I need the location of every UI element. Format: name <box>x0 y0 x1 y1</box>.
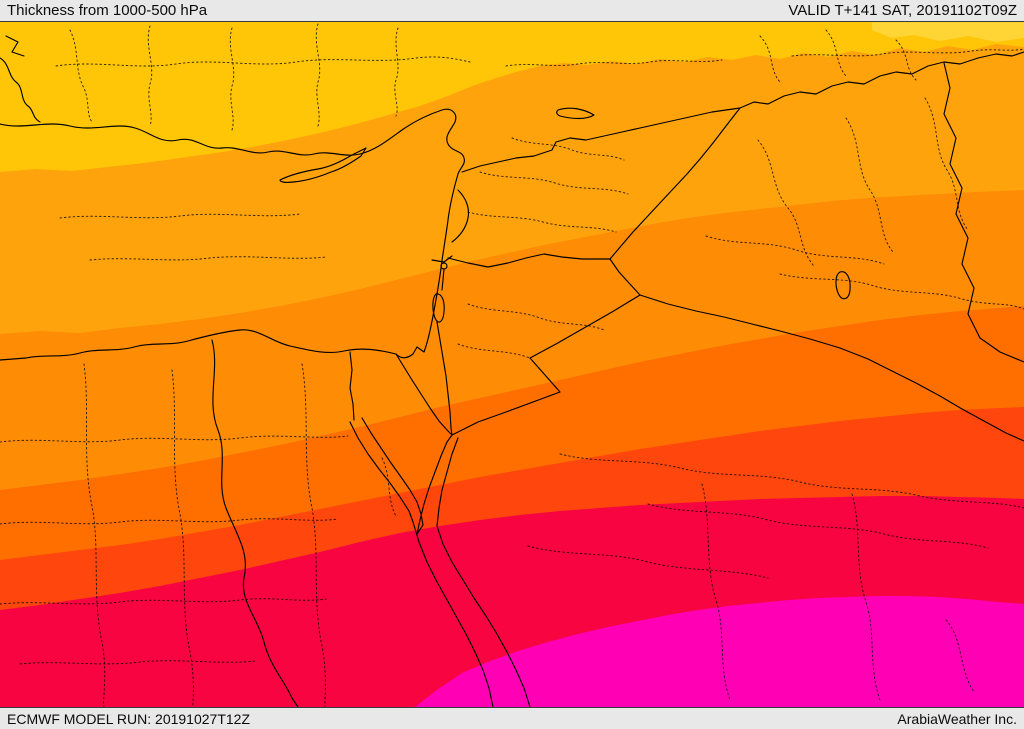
admin-boundary <box>89 256 327 261</box>
thickness-band-yellow-bright <box>872 22 1024 42</box>
admin-boundary <box>505 59 723 67</box>
admin-boundary <box>171 369 194 707</box>
iraq-saudi-border <box>639 294 1024 442</box>
saudi-red-sea-coast <box>436 437 531 707</box>
aegean-island-line <box>5 35 25 57</box>
admin-boundary <box>457 343 531 359</box>
country-borders-layer <box>0 35 1024 707</box>
admin-boundary <box>895 39 917 81</box>
admin-boundary <box>19 660 256 665</box>
admin-boundary <box>779 273 1024 310</box>
dead-sea-outline <box>432 293 445 323</box>
sinai-coastline <box>361 417 453 535</box>
admin-boundary <box>759 35 781 83</box>
admin-boundary <box>527 545 769 579</box>
admin-boundary <box>0 518 339 525</box>
iran-border-line <box>943 62 1024 363</box>
wadi-araba-border <box>436 321 453 436</box>
admin-boundary <box>381 457 397 517</box>
brand-label: ArabiaWeather Inc. <box>897 710 1017 727</box>
admin-boundary <box>467 303 605 331</box>
aegean-coast-line <box>0 57 41 123</box>
cyprus-coastline <box>279 147 367 183</box>
map-header: Thickness from 1000-500 hPa VALID T+141 … <box>0 0 1024 22</box>
egypt-israel-border <box>395 353 453 436</box>
admin-boundary <box>757 139 815 267</box>
israel-lebanon-border <box>431 255 453 263</box>
jordan-iraq-border <box>609 258 641 296</box>
admin-boundary <box>83 363 106 707</box>
egypt-red-sea-coast <box>349 421 494 707</box>
admin-boundary <box>705 235 885 265</box>
lake-tharthar-outline <box>835 271 851 300</box>
admin-boundary <box>701 483 731 701</box>
admin-boundary <box>69 29 93 123</box>
suez-canal-line <box>349 351 355 421</box>
nile-river <box>211 339 299 707</box>
admin-boundary <box>467 211 617 233</box>
thickness-band-magenta <box>415 596 1024 707</box>
admin-boundary <box>924 97 969 231</box>
admin-boundary <box>511 137 625 161</box>
admin-boundary <box>791 48 1024 57</box>
admin-boundaries-layer <box>0 23 1024 707</box>
map-canvas <box>0 22 1024 707</box>
admin-boundary <box>147 25 153 127</box>
lake-assad-outline <box>556 107 595 120</box>
admin-boundary <box>394 27 399 117</box>
admin-boundary <box>55 56 471 67</box>
lebanon-border <box>451 189 470 243</box>
admin-boundary <box>315 23 321 127</box>
turkey-syria-iraq-border <box>461 51 1024 173</box>
admin-boundary <box>825 29 847 77</box>
map-footer: ECMWF MODEL RUN: 20191027T12Z ArabiaWeat… <box>0 707 1024 729</box>
admin-boundary <box>59 213 301 219</box>
admin-boundary <box>229 27 235 131</box>
map-title: Thickness from 1000-500 hPa <box>7 1 208 19</box>
jordan-river-line <box>441 268 445 291</box>
map-valid-time: VALID T+141 SAT, 20191102T09Z <box>788 1 1017 19</box>
admin-boundary <box>845 117 894 253</box>
admin-boundary <box>0 435 349 443</box>
admin-boundary <box>851 493 881 701</box>
syria-iraq-border <box>609 107 741 260</box>
model-run-label: ECMWF MODEL RUN: 20191027T12Z <box>7 710 250 727</box>
jordan-saudi-border <box>451 294 641 436</box>
admin-boundary <box>479 171 629 195</box>
thickness-map-svg <box>0 22 1024 707</box>
admin-boundary <box>559 453 1024 509</box>
mediterranean-coastline <box>0 108 465 361</box>
jordan-syria-border <box>447 253 611 268</box>
